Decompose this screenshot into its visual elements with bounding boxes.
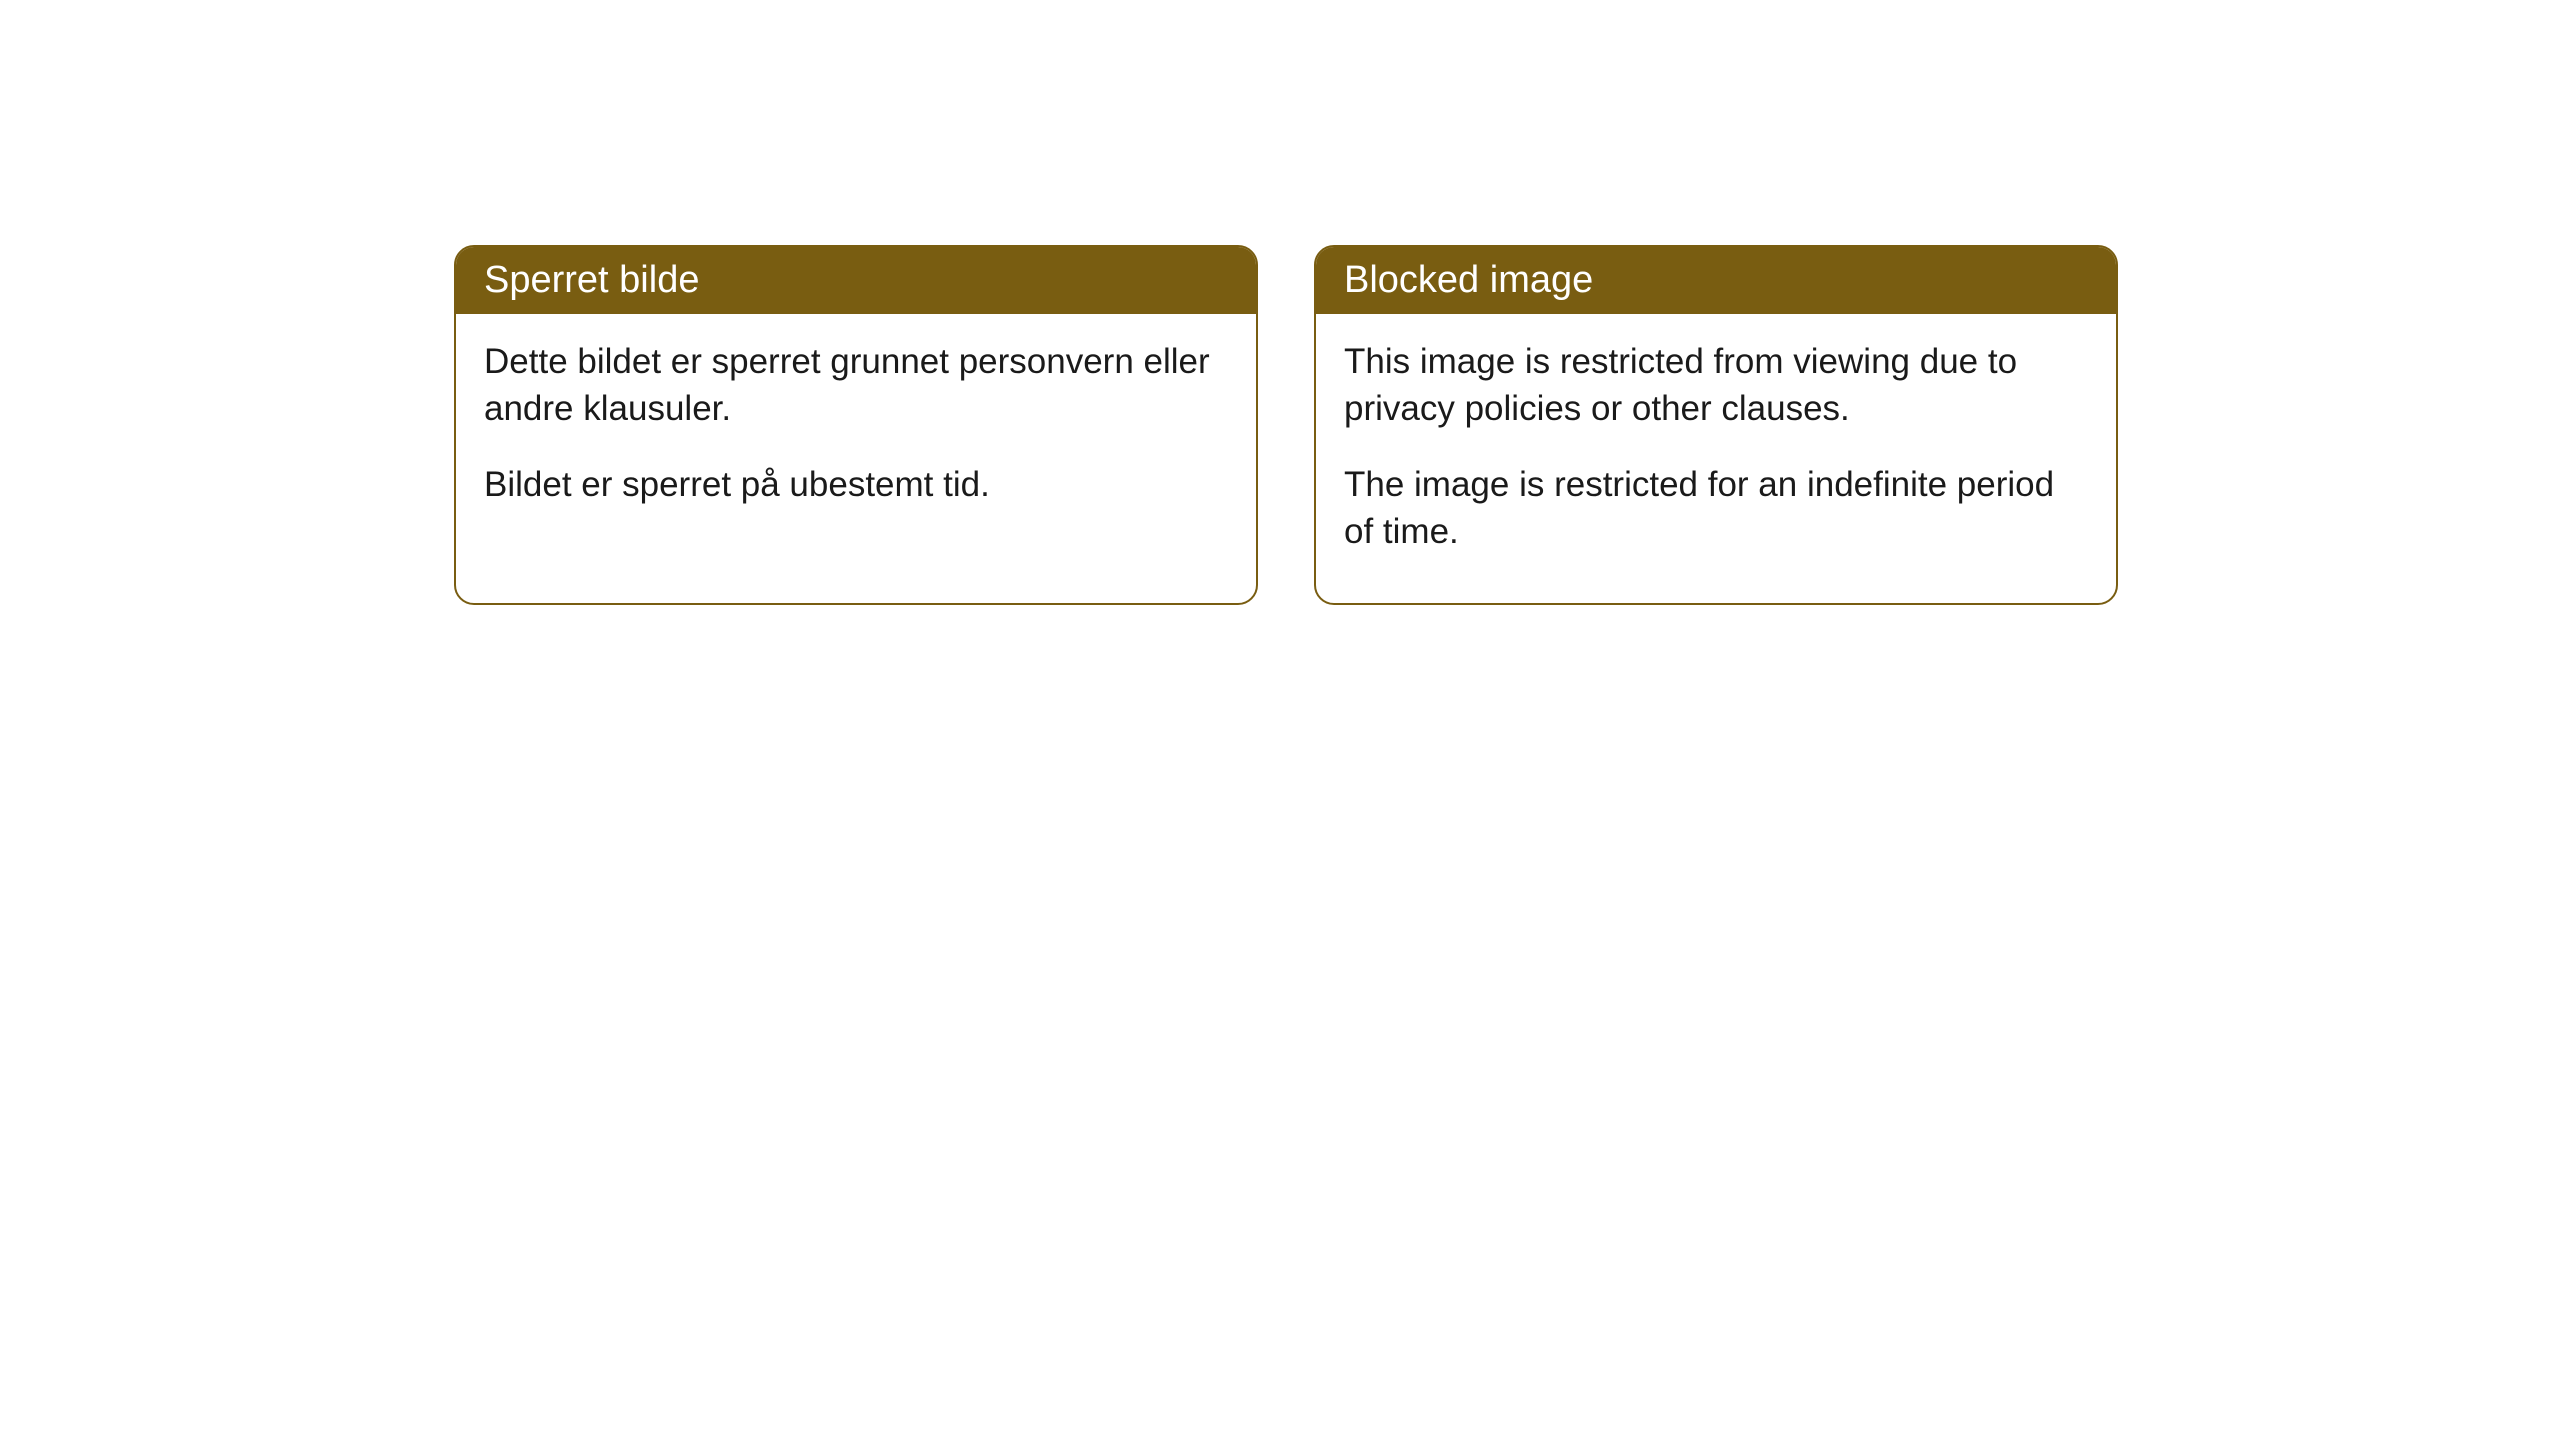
- blocked-image-card-en: Blocked image This image is restricted f…: [1314, 245, 2118, 605]
- card-text-no-2: Bildet er sperret på ubestemt tid.: [484, 461, 1228, 508]
- card-text-en-1: This image is restricted from viewing du…: [1344, 338, 2088, 433]
- card-body-no: Dette bildet er sperret grunnet personve…: [456, 314, 1256, 556]
- card-text-no-1: Dette bildet er sperret grunnet personve…: [484, 338, 1228, 433]
- card-title-en: Blocked image: [1316, 247, 2116, 314]
- notice-cards-container: Sperret bilde Dette bildet er sperret gr…: [454, 245, 2560, 605]
- card-text-en-2: The image is restricted for an indefinit…: [1344, 461, 2088, 556]
- card-body-en: This image is restricted from viewing du…: [1316, 314, 2116, 603]
- card-title-no: Sperret bilde: [456, 247, 1256, 314]
- blocked-image-card-no: Sperret bilde Dette bildet er sperret gr…: [454, 245, 1258, 605]
